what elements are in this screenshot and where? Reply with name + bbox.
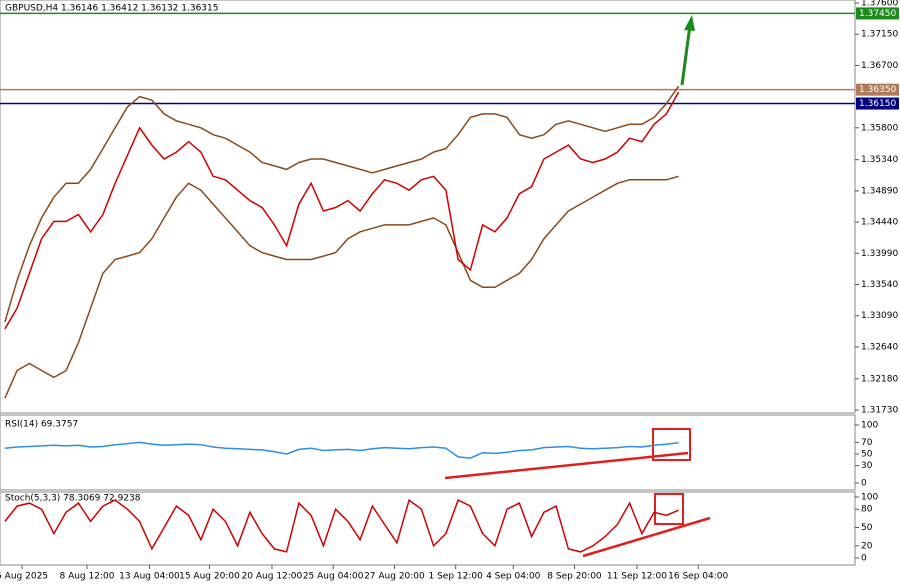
level-tag (856, 7, 899, 20)
y-tick-label: 50 (861, 450, 873, 460)
highlight-box (654, 493, 684, 525)
y-tick-label: 100 (861, 493, 878, 503)
panel-title: RSI(14) 69.3757 (5, 420, 78, 430)
y-tick-label: 1.33090 (861, 311, 898, 321)
y-tick-label: 80 (861, 505, 873, 515)
series-line (4, 441, 679, 459)
x-tick-label: 20 Aug 12:00 (242, 572, 303, 582)
y-tick-label: 1.37600 (861, 0, 898, 9)
y-tick-label: 1.33540 (861, 280, 898, 290)
series-line (4, 85, 680, 323)
y-tick-label: 1.37150 (861, 30, 898, 40)
y-tick-label: 100 (861, 421, 878, 431)
y-tick-label: 30 (861, 461, 873, 471)
panel-title: GBPUSD,H4 1.36146 1.36412 1.36132 1.3631… (5, 4, 218, 14)
level-tag (856, 97, 899, 110)
level-label: 1.37450 (859, 9, 896, 19)
rsi-panel (0, 414, 856, 491)
stoch-panel (0, 491, 856, 566)
y-tick-label: 1.32180 (861, 374, 898, 384)
y-tick-label: 0 (861, 479, 867, 489)
x-tick-label: 25 Aug 04:00 (303, 572, 364, 582)
x-tick-label: 8 Sep 20:00 (547, 572, 602, 582)
y-tick-label: 1.32640 (861, 342, 898, 352)
x-tick-label: 5 Aug 2025 (0, 572, 48, 582)
level-tag (856, 83, 899, 96)
level-label: 1.36350 (859, 85, 896, 95)
x-tick-label: 16 Sep 04:00 (668, 572, 728, 582)
y-tick-label: 1.35340 (861, 155, 898, 165)
level-label: 1.36150 (859, 99, 896, 109)
highlight-box (652, 428, 691, 461)
x-tick-label: 15 Aug 20:00 (179, 572, 240, 582)
y-tick-label: 70 (861, 438, 873, 448)
arrow-head (684, 15, 695, 31)
y-tick-label: 1.31730 (861, 406, 898, 416)
x-tick-label: 11 Sep 12:00 (607, 572, 667, 582)
price-panel (0, 0, 856, 414)
arrow (680, 24, 692, 86)
series-line (4, 175, 679, 399)
y-tick-label: 20 (861, 541, 873, 551)
x-tick-label: 1 Sep 12:00 (428, 572, 483, 582)
x-tick-label: 4 Sep 04:00 (486, 572, 541, 582)
trend-line (582, 516, 711, 558)
series-line (4, 498, 679, 553)
y-tick-label: 1.34440 (861, 218, 898, 228)
x-tick-label: 8 Aug 12:00 (59, 572, 114, 582)
x-tick-label: 13 Aug 04:00 (119, 572, 180, 582)
y-tick-label: 1.35800 (861, 123, 898, 133)
y-tick-label: 1.36700 (861, 61, 898, 71)
panel-title: Stoch(5,3,3) 78.3069 72.9238 (5, 494, 141, 504)
y-tick-label: 1.34890 (861, 186, 898, 196)
y-tick-label: 1.33990 (861, 249, 898, 259)
y-tick-label: 50 (861, 523, 873, 533)
trend-line (444, 451, 689, 480)
y-tick-label: 0 (861, 554, 867, 564)
series-line (4, 91, 680, 330)
x-tick-label: 27 Aug 20:00 (364, 572, 425, 582)
